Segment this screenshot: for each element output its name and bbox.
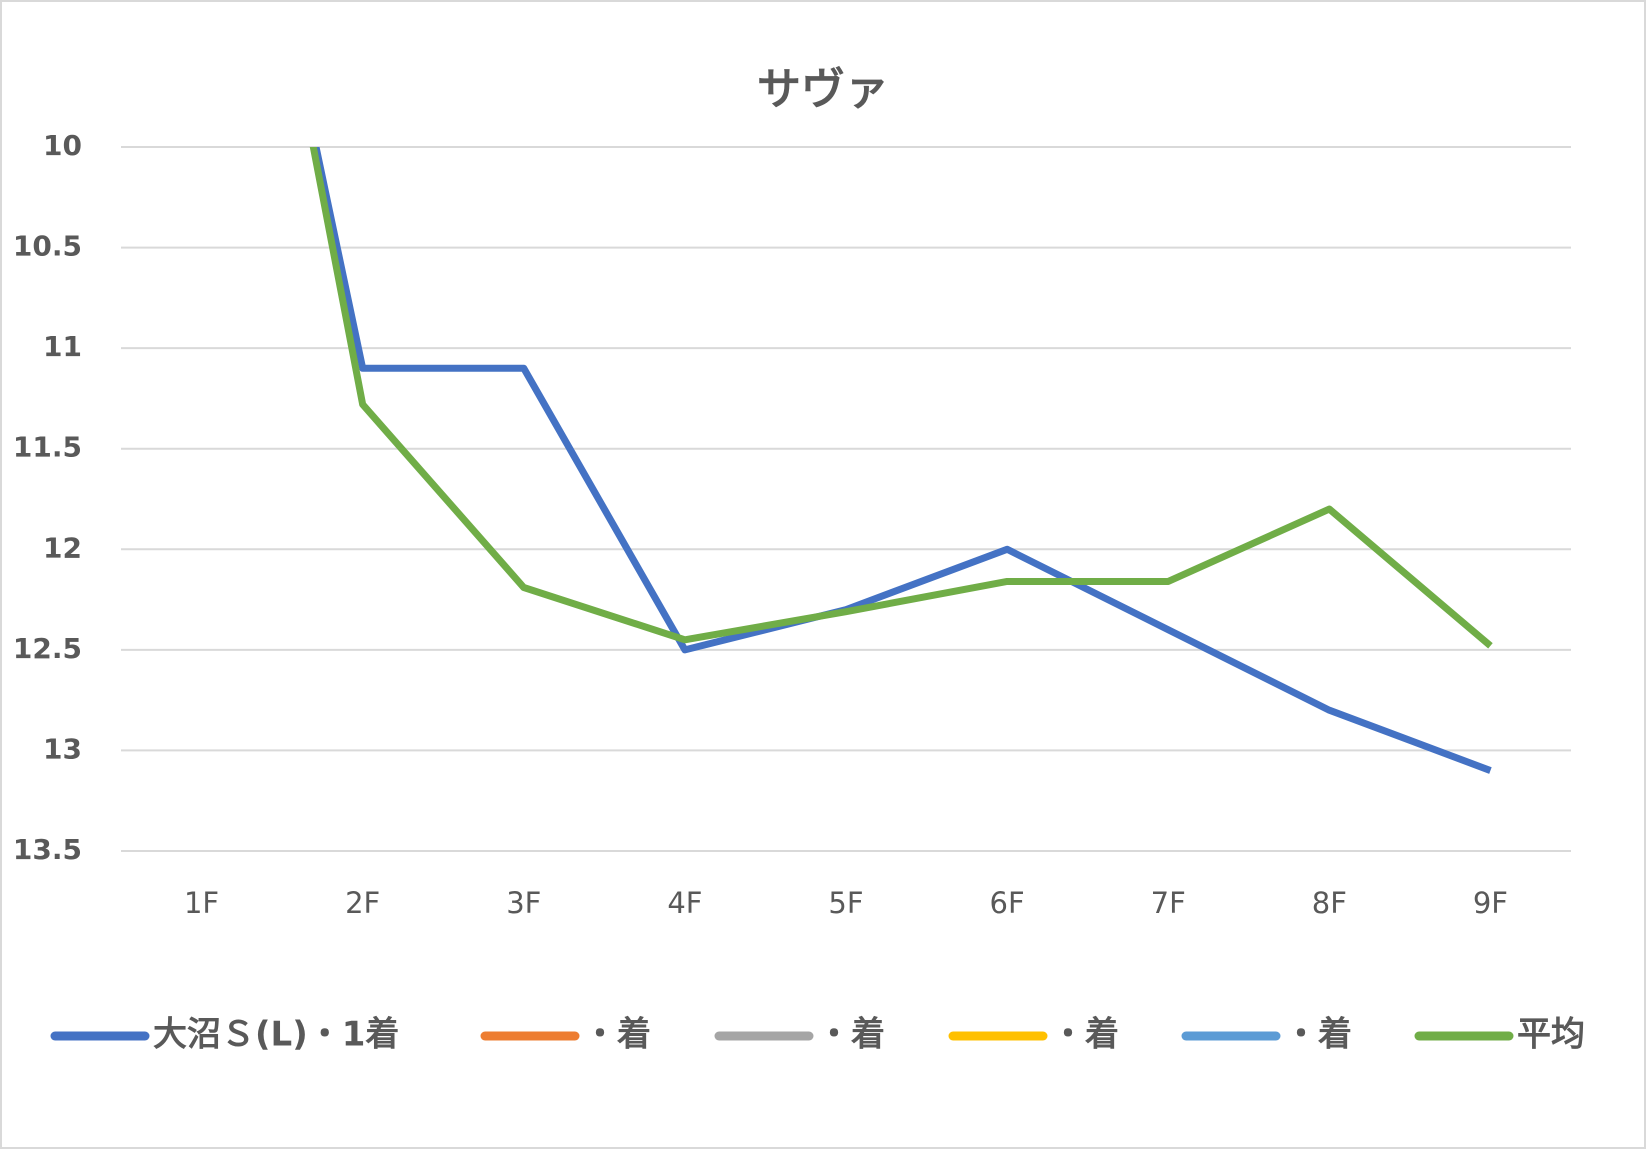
series-line (309, 147, 1493, 649)
y-tick-label: 10 (43, 129, 82, 162)
x-tick-label: 9F (1473, 886, 1508, 920)
y-tick-label: 11.5 (13, 431, 82, 464)
legend-label: ・着 (1051, 1015, 1119, 1055)
legend-label: 平均 (1517, 1015, 1585, 1055)
y-tick-label: 13 (43, 732, 82, 765)
y-tick-label: 13.5 (13, 833, 82, 866)
x-tick-label: 5F (828, 886, 863, 920)
x-tick-label: 1F (184, 886, 219, 920)
x-tick-label: 6F (990, 886, 1025, 920)
plot-area (309, 147, 1493, 774)
chart-title: サヴァ (757, 64, 889, 115)
legend-label: ・着 (817, 1015, 885, 1055)
legend-label: ・着 (1284, 1015, 1352, 1055)
x-tick-label: 7F (1151, 886, 1186, 920)
x-tick-label: 3F (506, 886, 541, 920)
y-tick-label: 11 (43, 330, 82, 363)
x-tick-label: 8F (1312, 886, 1347, 920)
x-tick-label: 2F (345, 886, 380, 920)
x-tick-label: 4F (667, 886, 702, 920)
y-tick-label: 12 (43, 531, 82, 564)
y-tick-label: 10.5 (13, 230, 82, 263)
legend-label: 大沼Ｓ(L)・1着 (153, 1015, 399, 1055)
legend-label: ・着 (583, 1015, 651, 1055)
y-tick-label: 12.5 (13, 632, 82, 665)
